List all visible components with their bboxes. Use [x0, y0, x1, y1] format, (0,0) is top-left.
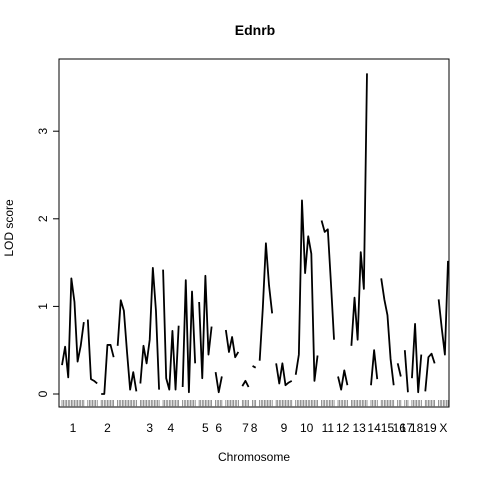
chromosome-label: 15	[381, 421, 395, 435]
chromosome-label: 5	[202, 421, 209, 435]
lod-segment	[403, 350, 409, 393]
lod-curve	[61, 73, 449, 395]
lod-segment	[396, 363, 402, 377]
chromosome-label: 12	[336, 421, 350, 435]
lod-segment	[252, 365, 257, 369]
lod-segment	[198, 274, 213, 380]
chromosome-label: 10	[300, 421, 314, 435]
lod-segment	[380, 278, 395, 386]
chromosome-label: 16	[393, 421, 407, 435]
lod-segment	[337, 369, 349, 391]
chromosome-label: 9	[281, 421, 288, 435]
chromosome-label: 2	[104, 421, 111, 435]
chromosome-label: 6	[215, 421, 222, 435]
chromosome-label: 4	[168, 421, 175, 435]
lod-segment	[437, 260, 449, 356]
chromosome-label: 18	[410, 421, 424, 435]
chart-title: Ednrb	[235, 22, 275, 38]
x-axis-label: Chromosome	[218, 450, 290, 464]
chromosome-label: 1	[70, 421, 77, 435]
lod-segment	[320, 220, 335, 340]
y-axis: 0 1 2 3	[36, 128, 59, 397]
chromosome-label: 17	[400, 421, 414, 435]
marker-rug	[61, 400, 449, 407]
y-tick-label: 1	[36, 303, 50, 310]
lod-segment	[258, 242, 274, 361]
y-axis-label: LOD score	[2, 199, 16, 257]
lod-segment	[350, 73, 368, 346]
lod-segment	[116, 299, 138, 392]
lod-segment	[370, 349, 379, 386]
lod-segment	[61, 277, 85, 379]
y-tick-label: 2	[36, 215, 50, 222]
lod-segment	[241, 379, 250, 388]
chromosome-label: 8	[251, 421, 258, 435]
lod-segment	[181, 279, 197, 394]
lod-segment	[86, 319, 98, 385]
lod-segment	[275, 362, 293, 387]
lod-segment	[101, 344, 115, 395]
lod-segment	[411, 323, 423, 394]
lod-segment	[214, 371, 223, 394]
lod-segment	[294, 199, 319, 382]
chromosome-label: 7	[242, 421, 249, 435]
lod-segment	[424, 352, 436, 392]
chromosome-label: 11	[322, 421, 335, 435]
chromosome-label: 19	[423, 421, 437, 435]
chromosome-label: 13	[353, 421, 367, 435]
lod-segment	[139, 266, 160, 390]
y-tick-label: 3	[36, 128, 50, 135]
lod-segment	[162, 269, 180, 391]
chromosome-label: 14	[367, 421, 381, 435]
chromosome-label: X	[439, 421, 447, 435]
y-tick-label: 0	[36, 390, 50, 397]
lod-segment	[224, 329, 240, 359]
chromosome-label: 3	[146, 421, 153, 435]
